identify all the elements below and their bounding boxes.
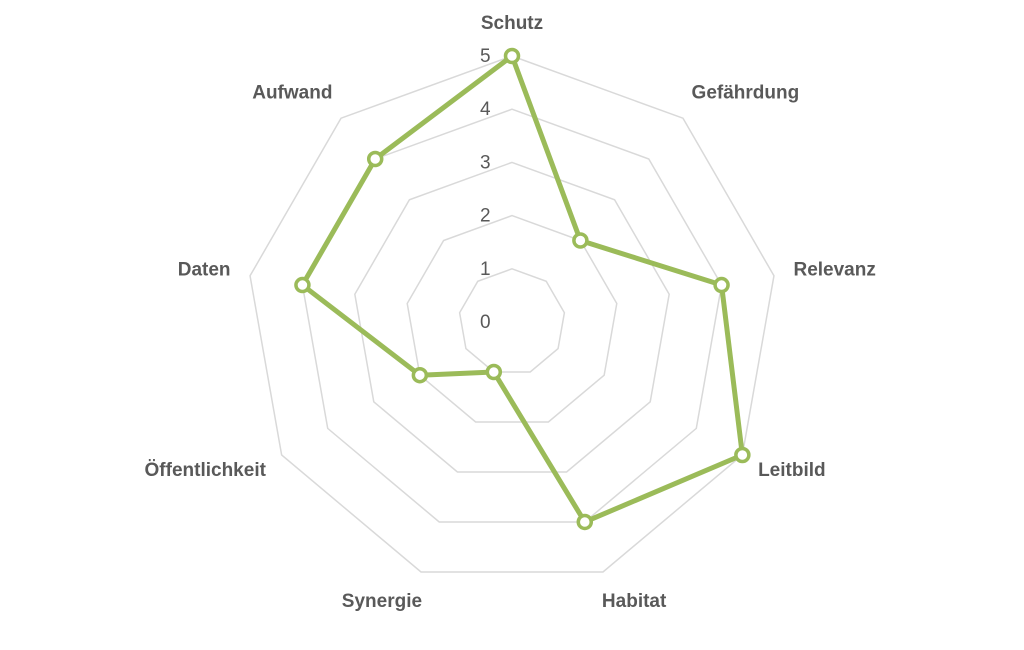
r-tick-label: 1: [480, 259, 491, 280]
category-label: Schutz: [481, 13, 543, 34]
r-tick-label: 5: [480, 46, 491, 67]
category-label: Relevanz: [793, 259, 875, 280]
r-tick-label: 3: [480, 152, 491, 173]
grid-ring: [458, 268, 566, 373]
grid-ring: [249, 55, 775, 573]
r-tick-label: 2: [480, 206, 491, 227]
category-label: Öffentlichkeit: [145, 460, 267, 481]
category-label: Daten: [178, 259, 231, 280]
data-point: [576, 513, 594, 531]
data-point: [713, 276, 730, 294]
grid-ring: [406, 214, 618, 423]
data-point: [366, 150, 384, 168]
data-point: [294, 276, 311, 294]
r-tick-label: 0: [480, 312, 491, 333]
category-label: Habitat: [602, 591, 667, 612]
grid-ring: [354, 161, 670, 473]
category-label: Aufwand: [252, 83, 332, 104]
r-tick-label: 4: [480, 99, 491, 120]
category-label: Leitbild: [758, 460, 826, 481]
category-label: Synergie: [342, 591, 422, 612]
data-point: [411, 366, 429, 384]
data-line: [299, 53, 745, 525]
category-label: Gefährdung: [692, 83, 800, 104]
data-point: [572, 232, 589, 249]
data-point: [734, 446, 751, 464]
grid-ring: [301, 108, 723, 523]
data-point: [503, 47, 521, 65]
data-point: [485, 363, 503, 381]
